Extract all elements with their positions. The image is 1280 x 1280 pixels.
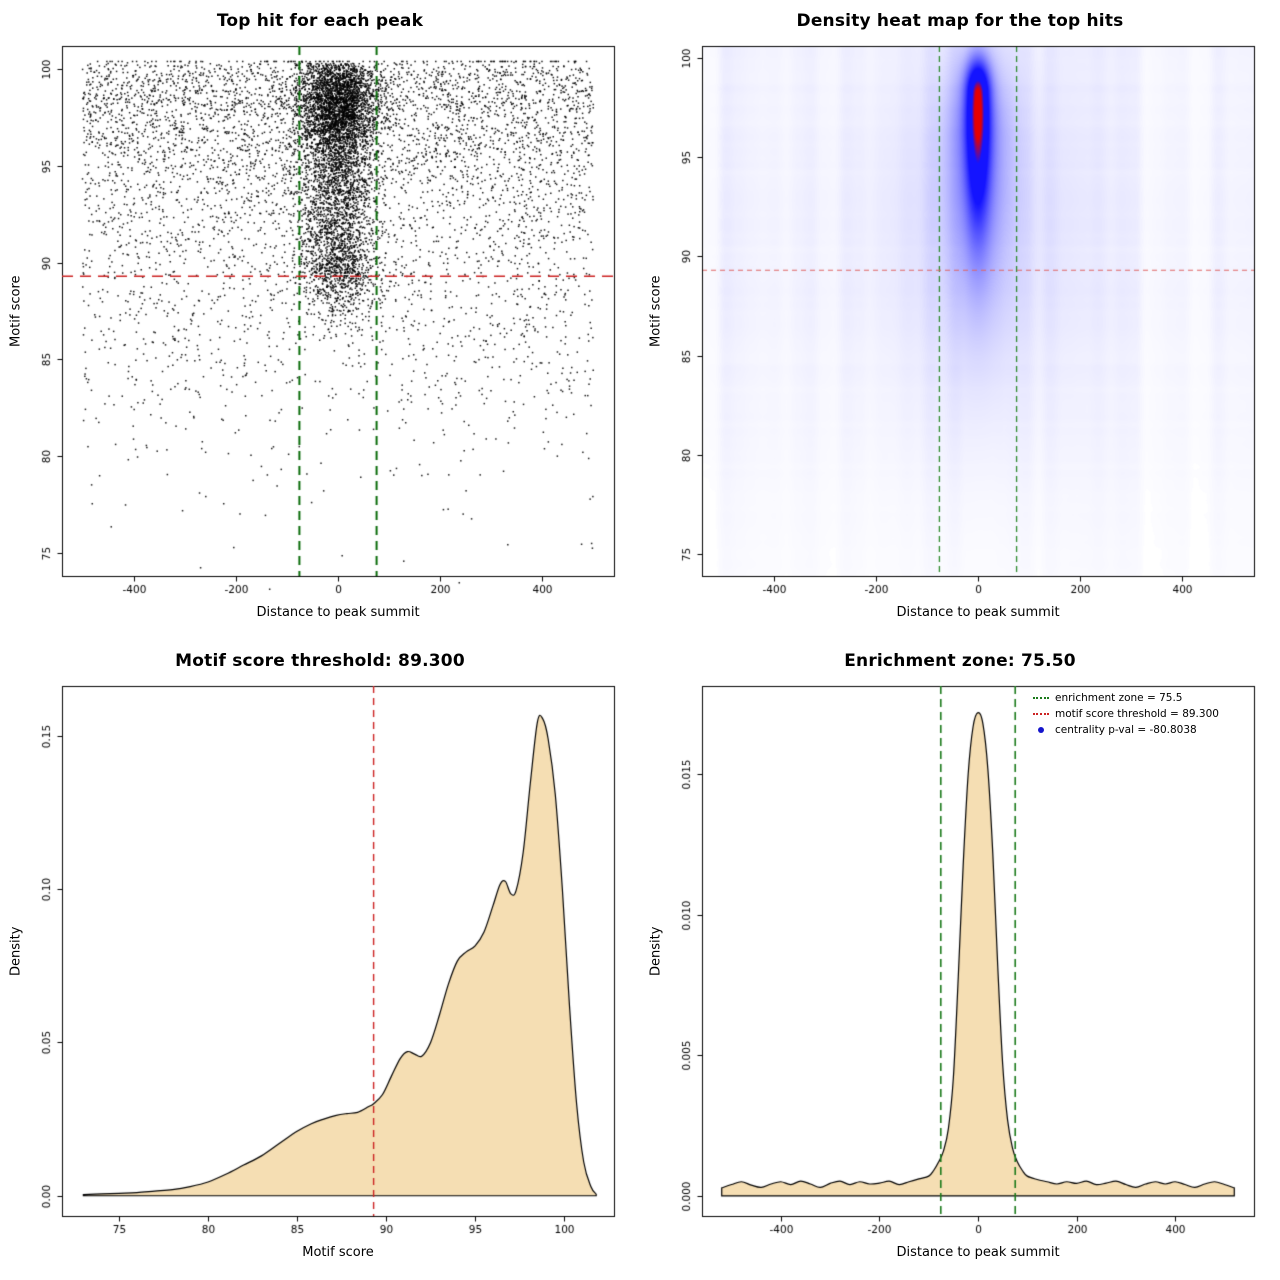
motif-threshold-line-icon [1033,713,1049,715]
chart-title-enrichment-zone: Enrichment zone: 75.50 [844,651,1076,671]
x-axis-label-enrichment-zone: Distance to peak summit [896,1245,1060,1260]
y-axis-label-enrichment-zone: Density [648,926,664,976]
centrality-pval-dot-icon [1038,727,1044,733]
y-axis-label-score-density: Density [8,926,24,976]
heatmap-canvas [640,0,1280,640]
legend-label-enrichment-zone: enrichment zone = 75.5 [1055,692,1183,704]
legend-item-centrality-pval: centrality p-val = -80.8038 [1033,722,1219,738]
y-axis-label-heatmap: Motif score [648,275,664,347]
x-axis-label-heatmap: Distance to peak summit [896,605,1060,620]
legend-label-centrality-pval: centrality p-val = -80.8038 [1055,724,1197,736]
panel-density-heatmap: Density heat map for the top hits Motif … [640,0,1280,640]
legend-item-motif-threshold: motif score threshold = 89.300 [1033,706,1219,722]
legend: enrichment zone = 75.5 motif score thres… [1033,690,1219,738]
chart-title-heatmap: Density heat map for the top hits [796,11,1124,31]
legend-label-motif-threshold: motif score threshold = 89.300 [1055,708,1219,720]
distance-density-canvas [640,640,1280,1280]
scatter-plot-canvas [0,0,640,640]
y-axis-label-scatter: Motif score [8,275,24,347]
x-axis-label-scatter: Distance to peak summit [256,605,420,620]
panel-motif-score-density: Motif score threshold: 89.300 Density Mo… [0,640,640,1280]
panel-top-hits-scatter: Top hit for each peak Motif score Distan… [0,0,640,640]
score-density-canvas [0,640,640,1280]
legend-item-enrichment-zone: enrichment zone = 75.5 [1033,690,1219,706]
enrichment-zone-line-icon [1033,697,1049,699]
chart-title-score-density: Motif score threshold: 89.300 [175,651,465,671]
chart-title-scatter: Top hit for each peak [216,11,424,31]
x-axis-label-score-density: Motif score [302,1245,374,1260]
panel-enrichment-zone-density: Enrichment zone: 75.50 Density Distance … [640,640,1280,1280]
